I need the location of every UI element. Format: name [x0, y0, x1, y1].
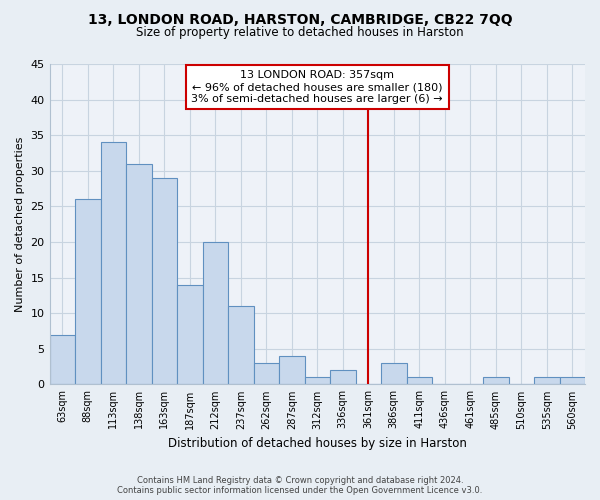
Text: Size of property relative to detached houses in Harston: Size of property relative to detached ho…	[136, 26, 464, 39]
Bar	[254, 363, 279, 384]
Bar	[330, 370, 356, 384]
Bar	[152, 178, 177, 384]
Bar	[560, 378, 585, 384]
Text: 13 LONDON ROAD: 357sqm
← 96% of detached houses are smaller (180)
3% of semi-det: 13 LONDON ROAD: 357sqm ← 96% of detached…	[191, 70, 443, 104]
Bar	[407, 378, 432, 384]
Bar	[381, 363, 407, 384]
Bar	[279, 356, 305, 384]
Text: 13, LONDON ROAD, HARSTON, CAMBRIDGE, CB22 7QQ: 13, LONDON ROAD, HARSTON, CAMBRIDGE, CB2…	[88, 12, 512, 26]
Bar	[228, 306, 254, 384]
Bar	[50, 334, 75, 384]
Bar	[534, 378, 560, 384]
Bar	[203, 242, 228, 384]
Text: Contains HM Land Registry data © Crown copyright and database right 2024.
Contai: Contains HM Land Registry data © Crown c…	[118, 476, 482, 495]
Bar	[177, 284, 203, 384]
Bar	[483, 378, 509, 384]
Bar	[126, 164, 152, 384]
Bar	[101, 142, 126, 384]
Y-axis label: Number of detached properties: Number of detached properties	[15, 136, 25, 312]
Bar	[75, 200, 101, 384]
X-axis label: Distribution of detached houses by size in Harston: Distribution of detached houses by size …	[168, 437, 467, 450]
Bar	[305, 378, 330, 384]
